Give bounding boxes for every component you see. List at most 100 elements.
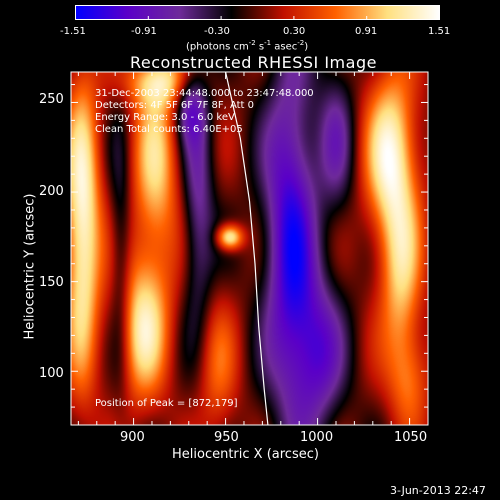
colorbar-cell: [226, 5, 228, 20]
colorbar-cell: [277, 5, 279, 20]
colorbar: [75, 5, 440, 20]
colorbar-cell: [242, 5, 244, 20]
colorbar-cell: [86, 5, 88, 20]
colorbar-cell: [365, 5, 367, 20]
colorbar-cell: [187, 5, 189, 20]
colorbar-cell: [308, 5, 310, 20]
colorbar-cell: [337, 5, 339, 20]
colorbar-cell: [394, 5, 396, 20]
colorbar-cell: [357, 5, 359, 20]
colorbar-cell: [319, 5, 321, 20]
time-range-annotation: 31-Dec-2003 23:44:48.000 to 23:47:48.000: [95, 88, 314, 99]
colorbar-cell: [103, 5, 105, 20]
colorbar-cell: [113, 5, 115, 20]
colorbar-cell: [310, 5, 312, 20]
colorbar-cell: [381, 5, 383, 20]
colorbar-cell: [281, 5, 283, 20]
colorbar-cell: [410, 5, 412, 20]
colorbar-cell: [315, 5, 317, 20]
colorbar-cell: [161, 5, 163, 20]
colorbar-cell: [340, 5, 342, 20]
colorbar-cell: [174, 5, 176, 20]
colorbar-cell: [244, 5, 246, 20]
colorbar-cell: [321, 5, 323, 20]
colorbar-cell: [417, 5, 419, 20]
colorbar-cell: [428, 5, 430, 20]
colorbar-cell: [327, 5, 329, 20]
colorbar-cell: [253, 5, 255, 20]
colorbar-cell: [158, 5, 160, 20]
colorbar-cell: [225, 5, 227, 20]
colorbar-cell: [423, 5, 425, 20]
colorbar-cell: [120, 5, 122, 20]
colorbar-units: (photons cm-2 s-1 asec-2): [186, 39, 309, 53]
colorbar-cell: [77, 5, 79, 20]
colorbar-cell: [435, 5, 437, 20]
colorbar-cell: [328, 5, 330, 20]
colorbar-cell: [106, 5, 108, 20]
colorbar-cell: [188, 5, 190, 20]
colorbar-cell: [336, 5, 338, 20]
colorbar-cell: [102, 5, 104, 20]
colorbar-cell: [234, 5, 236, 20]
colorbar-border: [75, 5, 440, 20]
colorbar-cell: [389, 5, 391, 20]
colorbar-cell: [300, 5, 302, 20]
colorbar-cell: [84, 5, 86, 20]
colorbar-cell: [229, 5, 231, 20]
colorbar-cell: [286, 5, 288, 20]
colorbar-cell: [152, 5, 154, 20]
detectors-annotation: Detectors: 4F 5F 6F 7F 8F, Att 0: [95, 100, 255, 111]
colorbar-cell: [169, 5, 171, 20]
colorbar-cell: [83, 5, 85, 20]
colorbar-cell: [151, 5, 153, 20]
colorbar-cell: [372, 5, 374, 20]
colorbar-cell: [153, 5, 155, 20]
colorbar-cell: [326, 5, 328, 20]
colorbar-cell: [79, 5, 81, 20]
colorbar-cell: [399, 5, 401, 20]
colorbar-cell: [232, 5, 234, 20]
colorbar-cell: [289, 5, 291, 20]
colorbar-cell: [411, 5, 413, 20]
colorbar-cell: [379, 5, 381, 20]
colorbar-cell: [108, 5, 110, 20]
colorbar-cell: [432, 5, 434, 20]
colorbar-cell: [349, 5, 351, 20]
colorbar-cell: [405, 5, 407, 20]
colorbar-cell: [245, 5, 247, 20]
colorbar-cell: [154, 5, 156, 20]
colorbar-cell: [85, 5, 87, 20]
colorbar-cell: [231, 5, 233, 20]
colorbar-cell: [91, 5, 93, 20]
peak-annotation: Position of Peak = [872,179]: [95, 398, 238, 409]
colorbar-cell: [358, 5, 360, 20]
colorbar-cell: [306, 5, 308, 20]
colorbar-cell: [182, 5, 184, 20]
colorbar-cell: [171, 5, 173, 20]
colorbar-cell: [425, 5, 427, 20]
colorbar-cell: [96, 5, 98, 20]
colorbar-cell: [293, 5, 295, 20]
colorbar-cell: [377, 5, 379, 20]
colorbar-cell: [180, 5, 182, 20]
colorbar-cell: [390, 5, 392, 20]
colorbar-cell: [211, 5, 213, 20]
colorbar-cell: [400, 5, 402, 20]
colorbar-cell: [157, 5, 159, 20]
colorbar-cell: [93, 5, 95, 20]
colorbar-cell: [216, 5, 218, 20]
x-tick-label: 1050: [394, 430, 428, 445]
colorbar-cell: [130, 5, 132, 20]
colorbar-cell: [361, 5, 363, 20]
colorbar-cell: [105, 5, 107, 20]
colorbar-cell: [224, 5, 226, 20]
colorbar-cell: [339, 5, 341, 20]
colorbar-cell: [167, 5, 169, 20]
colorbar-cell: [368, 5, 370, 20]
colorbar-cell: [393, 5, 395, 20]
colorbar-cell: [354, 5, 356, 20]
colorbar-tick: 0.30: [283, 26, 306, 37]
colorbar-cell: [367, 5, 369, 20]
colorbar-cell: [223, 5, 225, 20]
